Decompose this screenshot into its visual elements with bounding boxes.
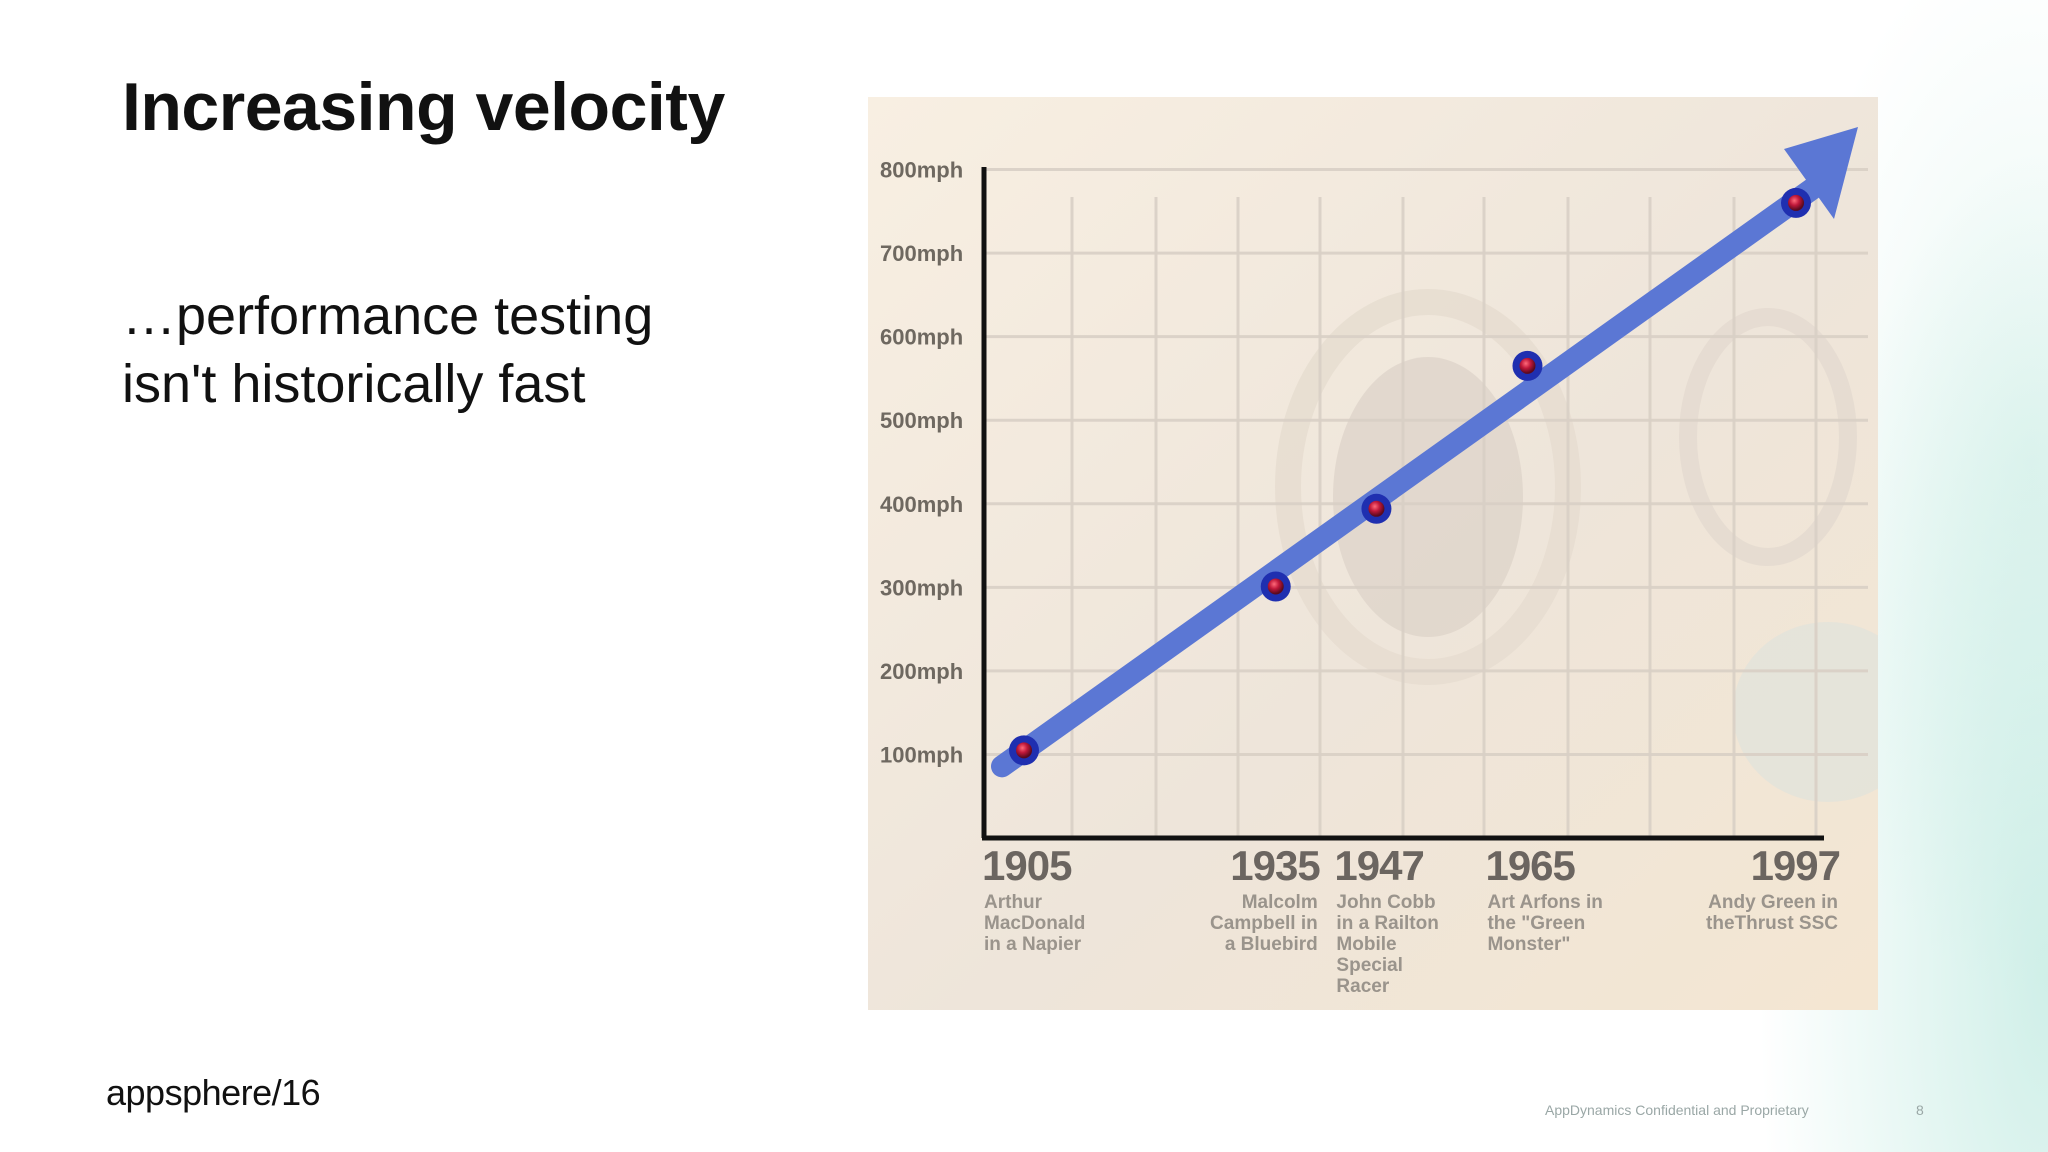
data-point-core-1935	[1267, 578, 1284, 595]
x-tick-label-1905: 1905	[982, 842, 1072, 889]
page-number: 8	[1916, 1102, 1924, 1118]
point-description-1965: Art Arfons in	[1487, 892, 1602, 913]
x-tick-label-1947: 1947	[1334, 842, 1423, 889]
point-description-1997: theThrust SSC	[1706, 913, 1838, 934]
point-description-1947: Mobile	[1336, 934, 1396, 955]
data-point-core-1905	[1016, 742, 1032, 759]
y-tick-label: 700mph	[880, 241, 963, 266]
x-tick-label-1935: 1935	[1230, 842, 1320, 889]
point-description-1947: in a Railton	[1336, 913, 1438, 934]
trend-arrow-shaft	[991, 178, 1823, 778]
point-description-1905: in a Napier	[984, 934, 1082, 955]
point-description-1965: Monster"	[1487, 934, 1570, 955]
subtitle-line-2: isn't historically fast	[122, 354, 586, 414]
logo-suffix-text: /16	[271, 1072, 321, 1113]
decorative-ring-shape-2	[1679, 308, 1857, 566]
point-description-1935: Campbell in	[1210, 913, 1318, 934]
y-tick-label: 100mph	[880, 743, 963, 768]
y-tick-label: 200mph	[880, 659, 963, 684]
point-description-1905: MacDonald	[984, 913, 1085, 934]
slide-subtitle: …performance testing isn't historically …	[122, 282, 762, 418]
subtitle-line-1: …performance testing	[122, 286, 654, 346]
point-description-1935: Malcolm	[1242, 892, 1318, 913]
point-description-1997: Andy Green in	[1708, 892, 1838, 913]
point-description-1947: John Cobb	[1336, 892, 1435, 913]
trend-arrow-head	[1784, 127, 1858, 219]
y-tick-label: 600mph	[880, 325, 963, 350]
point-description-1947: Racer	[1336, 976, 1389, 997]
appsphere-logo: appsphere/16	[106, 1072, 321, 1114]
point-description-1947: Special	[1336, 955, 1403, 976]
confidential-footer: AppDynamics Confidential and Proprietary	[1545, 1102, 1809, 1118]
y-tick-label: 400mph	[880, 492, 963, 517]
chart-svg: 100mph 200mph 300mph 400mph 500mph 600mph 700m…	[868, 97, 1878, 1010]
logo-main-text: appsphere	[106, 1072, 272, 1113]
y-tick-label: 500mph	[880, 408, 963, 433]
point-description-1965: the "Green	[1487, 913, 1585, 934]
y-tick-label: 300mph	[880, 575, 963, 600]
data-point-core-1965	[1519, 357, 1536, 374]
land-speed-record-chart: 100mph 200mph 300mph 400mph 500mph 600mph 700m…	[868, 97, 1878, 1010]
point-description-1905: Arthur	[984, 892, 1043, 913]
slide-title: Increasing velocity	[122, 69, 725, 145]
data-point-core-1947	[1368, 500, 1385, 517]
point-description-1935: a Bluebird	[1225, 934, 1318, 955]
data-point-core-1997	[1788, 194, 1804, 211]
x-tick-label-1997: 1997	[1751, 842, 1840, 889]
x-tick-label-1965: 1965	[1485, 842, 1575, 889]
y-tick-label: 800mph	[880, 158, 963, 183]
decorative-wheel-shape	[1733, 622, 1878, 802]
